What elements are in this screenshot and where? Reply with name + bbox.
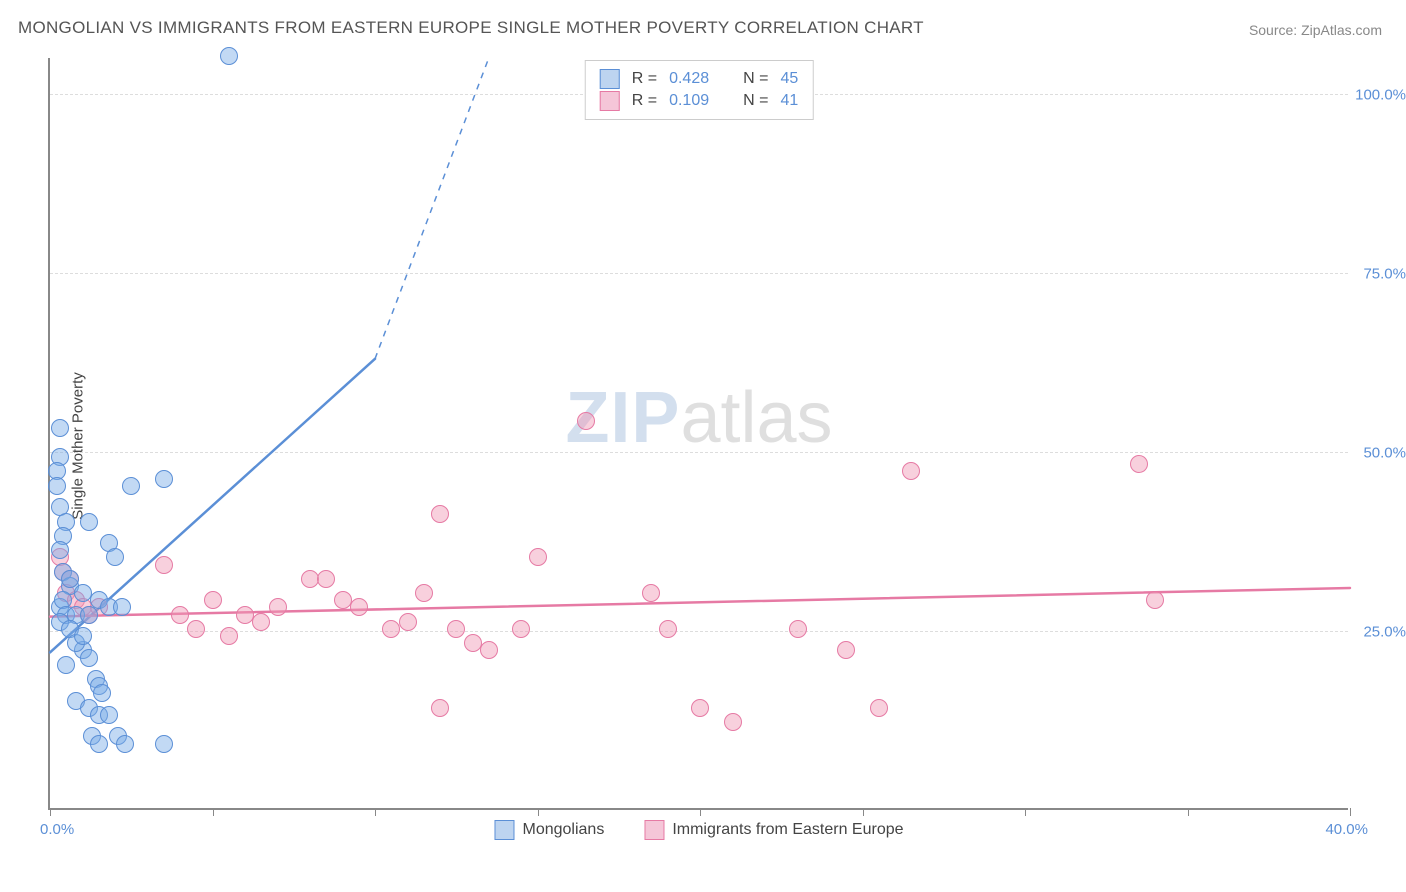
plot-area: ZIPatlas 25.0%50.0%75.0%100.0% R = 0.428… <box>48 58 1348 810</box>
series1-n-value: 45 <box>780 70 798 88</box>
data-point <box>51 419 69 437</box>
data-point <box>100 706 118 724</box>
data-point <box>691 699 709 717</box>
data-point <box>220 627 238 645</box>
data-point <box>90 735 108 753</box>
data-point <box>236 606 254 624</box>
legend-item-series1: Mongolians <box>494 820 604 840</box>
series2-r-value: 0.109 <box>669 92 709 110</box>
data-point <box>399 613 417 631</box>
data-point <box>155 735 173 753</box>
data-point <box>789 620 807 638</box>
data-point <box>57 656 75 674</box>
data-point <box>269 598 287 616</box>
data-point <box>529 548 547 566</box>
series-legend: Mongolians Immigrants from Eastern Europ… <box>494 820 903 840</box>
y-tick-label: 100.0% <box>1355 86 1406 103</box>
series1-bottom-swatch <box>494 820 514 840</box>
data-point <box>431 699 449 717</box>
data-point <box>317 570 335 588</box>
data-point <box>80 649 98 667</box>
data-point <box>431 505 449 523</box>
data-point <box>1130 455 1148 473</box>
source-name: ZipAtlas.com <box>1301 22 1382 38</box>
legend-row-series2: R = 0.109 N = 41 <box>600 91 799 111</box>
data-point <box>80 606 98 624</box>
legend-item-series2: Immigrants from Eastern Europe <box>644 820 903 840</box>
data-point <box>61 570 79 588</box>
data-point <box>80 513 98 531</box>
n-label: N = <box>743 70 768 88</box>
y-tick-label: 25.0% <box>1363 623 1406 640</box>
data-point <box>837 641 855 659</box>
data-point <box>113 598 131 616</box>
trend-lines <box>50 58 1348 808</box>
data-point <box>415 584 433 602</box>
data-point <box>902 462 920 480</box>
data-point <box>577 412 595 430</box>
data-point <box>447 620 465 638</box>
data-point <box>204 591 222 609</box>
data-point <box>74 627 92 645</box>
data-point <box>93 684 111 702</box>
chart-title: MONGOLIAN VS IMMIGRANTS FROM EASTERN EUR… <box>18 18 924 38</box>
data-point <box>171 606 189 624</box>
y-tick-label: 50.0% <box>1363 444 1406 461</box>
source-attribution: Source: ZipAtlas.com <box>1249 22 1382 38</box>
data-point <box>122 477 140 495</box>
data-point <box>220 47 238 65</box>
data-point <box>155 556 173 574</box>
data-point <box>659 620 677 638</box>
y-tick-label: 75.0% <box>1363 265 1406 282</box>
data-point <box>512 620 530 638</box>
data-point <box>350 598 368 616</box>
series1-name: Mongolians <box>522 821 604 838</box>
data-point <box>116 735 134 753</box>
series2-swatch <box>600 91 620 111</box>
r-label: R = <box>632 70 657 88</box>
series2-bottom-swatch <box>644 820 664 840</box>
x-tick-label-max: 40.0% <box>1325 821 1368 838</box>
correlation-legend: R = 0.428 N = 45 R = 0.109 N = 41 <box>585 60 814 120</box>
data-point <box>480 641 498 659</box>
series1-trend-dashed <box>375 58 489 359</box>
series1-swatch <box>600 69 620 89</box>
data-point <box>642 584 660 602</box>
series1-r-value: 0.428 <box>669 70 709 88</box>
data-point <box>51 541 69 559</box>
data-point <box>187 620 205 638</box>
series2-n-value: 41 <box>780 92 798 110</box>
data-point <box>724 713 742 731</box>
data-point <box>870 699 888 717</box>
data-point <box>1146 591 1164 609</box>
data-point <box>155 470 173 488</box>
data-point <box>48 477 66 495</box>
watermark-atlas: atlas <box>680 378 832 458</box>
x-tick-label-min: 0.0% <box>40 821 74 838</box>
data-point <box>106 548 124 566</box>
watermark: ZIPatlas <box>565 377 832 459</box>
source-label: Source: <box>1249 22 1301 38</box>
n-label-2: N = <box>743 92 768 110</box>
legend-row-series1: R = 0.428 N = 45 <box>600 69 799 89</box>
r-label-2: R = <box>632 92 657 110</box>
data-point <box>252 613 270 631</box>
series2-name: Immigrants from Eastern Europe <box>672 821 903 838</box>
